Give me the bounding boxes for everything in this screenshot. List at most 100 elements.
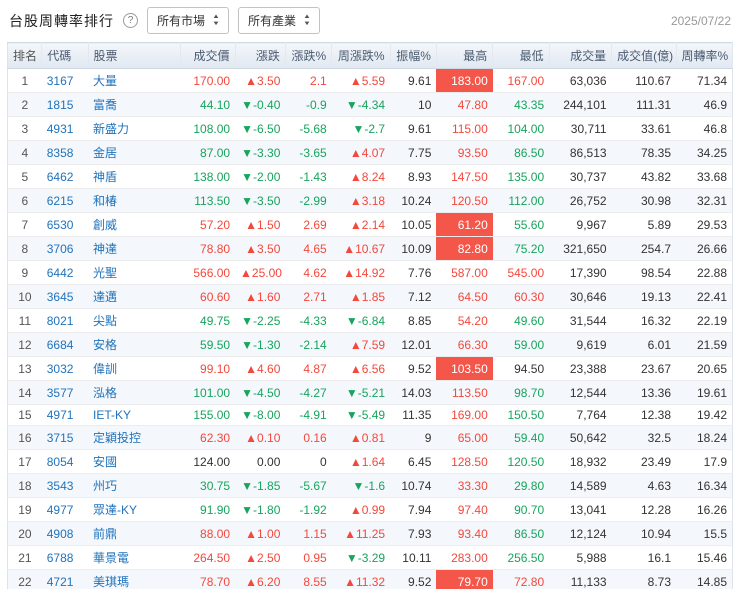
stock-name-link[interactable]: 尖點 xyxy=(93,314,118,328)
stock-code-link[interactable]: 3645 xyxy=(46,289,74,304)
amplitude-cell: 7.93 xyxy=(390,521,437,546)
stock-code-link[interactable]: 1815 xyxy=(46,97,74,112)
change-pct-cell: -3.65 xyxy=(285,140,332,165)
stock-code-link[interactable]: 3715 xyxy=(46,430,74,445)
change-cell: ▼-1.80 xyxy=(235,497,286,522)
stock-code-link[interactable]: 6684 xyxy=(46,337,74,352)
stock-name-link[interactable]: 泓格 xyxy=(93,386,118,400)
column-header[interactable]: 周轉率% xyxy=(676,42,734,69)
code-cell: 4908 xyxy=(41,521,89,546)
volume-cell: 11,133 xyxy=(549,569,612,589)
market-filter-value: 所有市場 xyxy=(157,14,206,28)
column-header[interactable]: 排名 xyxy=(7,42,43,69)
column-header[interactable]: 成交值(億) xyxy=(611,42,677,69)
stock-code-link[interactable]: 4977 xyxy=(46,502,74,517)
volume-cell: 30,646 xyxy=(549,284,612,309)
stock-name-link[interactable]: 安國 xyxy=(93,455,118,469)
stock-code-link[interactable]: 6788 xyxy=(46,550,74,565)
stock-row: 13 3032 偉訓 99.10 ▲4.60 4.87 ▲6.56 9.52 103.50 94.… xyxy=(7,356,733,381)
rank-cell: 1 xyxy=(7,68,42,93)
market-filter-dropdown[interactable]: 所有市場 ▲ ▼ xyxy=(147,7,229,34)
stock-row: 8 3706 神達 78.80 ▲3.50 4.65 ▲10.67 10.09 82.80 75.… xyxy=(7,236,733,261)
stock-row: 10 3645 達邁 60.60 ▲1.60 2.71 ▲1.85 7.12 64.50 60.3… xyxy=(7,284,733,309)
rank-cell: 2 xyxy=(7,92,42,117)
name-cell: 眾達-KY xyxy=(88,497,181,522)
stock-name-link[interactable]: 大量 xyxy=(93,74,118,88)
rank-cell: 13 xyxy=(7,356,42,381)
column-header[interactable]: 股票 xyxy=(88,42,182,69)
column-header[interactable]: 周漲跌% xyxy=(331,42,391,69)
change-cell: ▼-4.50 xyxy=(235,380,286,405)
price-cell: 59.50 xyxy=(180,332,236,357)
stock-name-link[interactable]: 達邁 xyxy=(93,290,118,304)
price-cell: 155.00 xyxy=(180,404,236,426)
low-cell: 59.40 xyxy=(492,425,550,450)
amplitude-cell: 7.76 xyxy=(390,260,437,285)
stock-code-link[interactable]: 3706 xyxy=(46,241,74,256)
rank-cell: 5 xyxy=(7,164,42,189)
rank-cell: 16 xyxy=(7,425,42,450)
stock-name-link[interactable]: 和椿 xyxy=(93,194,118,208)
stock-name-link[interactable]: 偉訓 xyxy=(93,362,118,376)
column-header[interactable]: 振幅% xyxy=(390,42,437,69)
amplitude-cell: 10.11 xyxy=(390,545,437,570)
stock-name-link[interactable]: 神盾 xyxy=(93,170,118,184)
amplitude-cell: 11.35 xyxy=(390,404,437,426)
stock-name-link[interactable]: 創威 xyxy=(93,218,118,232)
stock-code-link[interactable]: 6462 xyxy=(46,169,74,184)
stock-code-link[interactable]: 8358 xyxy=(46,145,74,160)
value-cell: 6.01 xyxy=(611,332,677,357)
change-cell: ▲1.60 xyxy=(235,284,286,309)
column-header[interactable]: 成交價 xyxy=(180,42,236,69)
amplitude-cell: 9.52 xyxy=(390,569,437,589)
stock-code-link[interactable]: 4931 xyxy=(46,121,74,136)
stock-code-link[interactable]: 6530 xyxy=(46,217,74,232)
stock-name-link[interactable]: 華景電 xyxy=(93,551,130,565)
stock-code-link[interactable]: 4971 xyxy=(46,408,74,422)
stock-code-link[interactable]: 6442 xyxy=(46,265,74,280)
stock-name-link[interactable]: 安格 xyxy=(93,338,118,352)
stock-name-link[interactable]: 神達 xyxy=(93,242,118,256)
stock-name-link[interactable]: 美琪瑪 xyxy=(93,575,130,589)
low-cell: 112.00 xyxy=(492,188,550,213)
stock-code-link[interactable]: 3577 xyxy=(46,385,74,400)
rank-cell: 8 xyxy=(7,236,42,261)
stock-name-link[interactable]: 金居 xyxy=(93,146,118,160)
column-header[interactable]: 成交量 xyxy=(549,42,613,69)
stock-code-link[interactable]: 3167 xyxy=(46,73,74,88)
column-header[interactable]: 漲跌% xyxy=(285,42,333,69)
stock-code-link[interactable]: 8021 xyxy=(46,313,74,328)
stock-name-link[interactable]: 定穎投控 xyxy=(93,431,142,445)
column-header[interactable]: 代碼 xyxy=(41,42,89,69)
stock-name-link[interactable]: 富喬 xyxy=(93,98,118,112)
name-cell: 金居 xyxy=(88,140,181,165)
stock-code-link[interactable]: 8054 xyxy=(46,454,74,469)
change-cell: ▼-3.50 xyxy=(235,188,286,213)
column-header[interactable]: 最高 xyxy=(436,42,494,69)
code-cell: 6530 xyxy=(41,212,89,237)
stock-code-link[interactable]: 3032 xyxy=(46,361,74,376)
low-cell: 29.80 xyxy=(492,473,550,498)
stock-name-link[interactable]: 新盛力 xyxy=(93,122,130,136)
price-cell: 91.90 xyxy=(180,497,236,522)
change-cell: ▼-3.30 xyxy=(235,140,286,165)
stock-name-link[interactable]: 眾達-KY xyxy=(93,503,138,517)
stock-code-link[interactable]: 4908 xyxy=(46,526,74,541)
column-header[interactable]: 最低 xyxy=(492,42,550,69)
volume-cell: 23,388 xyxy=(549,356,612,381)
stock-name-link[interactable]: 光聖 xyxy=(93,266,118,280)
name-cell: 創威 xyxy=(88,212,181,237)
stock-code-link[interactable]: 3543 xyxy=(46,478,74,493)
price-cell: 108.00 xyxy=(180,116,236,141)
stock-name-link[interactable]: 前鼎 xyxy=(93,527,118,541)
stock-code-link[interactable]: 6215 xyxy=(46,193,74,208)
stock-name-link[interactable]: IET-KY xyxy=(93,408,132,422)
stock-name-link[interactable]: 州巧 xyxy=(93,479,118,493)
stock-code-link[interactable]: 4721 xyxy=(46,574,74,589)
volume-cell: 321,650 xyxy=(549,236,612,261)
help-icon[interactable]: ? xyxy=(123,13,138,28)
week-change-pct-cell: ▼-4.34 xyxy=(331,92,391,117)
rank-cell: 19 xyxy=(7,497,42,522)
column-header[interactable]: 漲跌 xyxy=(235,42,286,69)
industry-filter-dropdown[interactable]: 所有產業 ▲ ▼ xyxy=(237,7,320,34)
